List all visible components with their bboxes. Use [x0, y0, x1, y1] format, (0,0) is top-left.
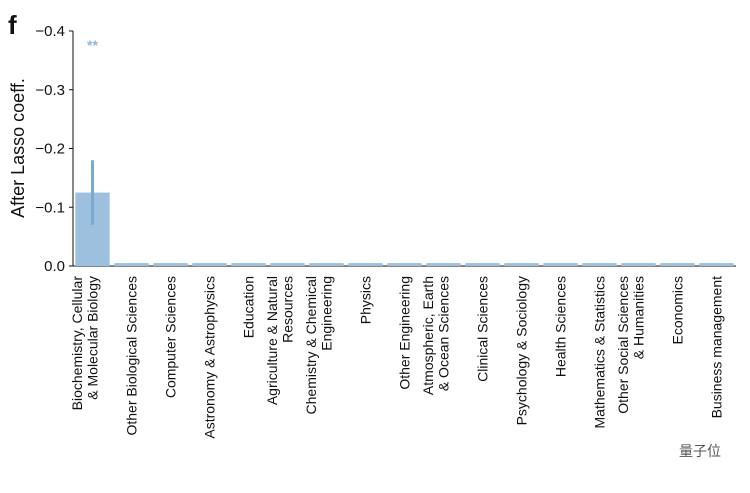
x-tick-label: Agriculture & NaturalResources — [264, 276, 295, 405]
y-tick-label: −0.4 — [35, 23, 65, 40]
annotation: ** — [87, 37, 98, 53]
bar — [309, 263, 344, 266]
x-tick-label: Chemistry & ChemicalEngineering — [303, 276, 334, 414]
bar — [426, 263, 461, 266]
bar — [192, 263, 227, 266]
x-tick-label: Education — [241, 276, 257, 338]
x-tick-label: Other Social Sciences& Humanities — [615, 276, 646, 414]
x-tick-label: Other Biological Sciences — [124, 276, 140, 436]
bar — [699, 263, 734, 266]
x-tick-label: Business management — [709, 276, 725, 419]
x-tick-label: Psychology & Sociology — [514, 276, 530, 425]
x-tick-label: Astronomy & Astrophysics — [202, 276, 218, 439]
bar — [231, 263, 266, 266]
x-tick-label: Economics — [670, 276, 686, 344]
panel-label: f — [8, 10, 17, 40]
bar — [543, 263, 578, 266]
x-tick-label: Computer Sciences — [163, 276, 179, 398]
x-tick-label: Physics — [358, 276, 374, 324]
bar — [153, 263, 188, 266]
bar — [270, 263, 305, 266]
bar — [504, 263, 539, 266]
bar — [582, 263, 617, 266]
watermark: 量子位 — [679, 443, 721, 459]
x-tick-label: Clinical Sciences — [475, 276, 491, 382]
y-tick-label: 0.0 — [44, 258, 65, 275]
bar — [348, 263, 383, 266]
bar — [465, 263, 500, 266]
x-tick-label: Health Sciences — [553, 276, 569, 377]
y-tick-label: −0.1 — [35, 199, 65, 216]
x-tick-label: Other Engineering — [397, 276, 413, 390]
x-tick-label: Mathematics & Statistics — [592, 276, 608, 429]
x-tick-label: Atmospheric, Earth& Ocean Sciences — [420, 276, 451, 395]
bar — [114, 263, 149, 266]
y-tick-label: −0.2 — [35, 141, 65, 158]
y-tick-label: −0.3 — [35, 82, 65, 99]
bar — [621, 263, 656, 266]
x-tick-label: Biochemistry, Cellular& Molecular Biolog… — [69, 276, 100, 411]
bar — [660, 263, 695, 266]
y-axis-label: After Lasso coeff. — [8, 78, 28, 218]
bar — [387, 263, 422, 266]
